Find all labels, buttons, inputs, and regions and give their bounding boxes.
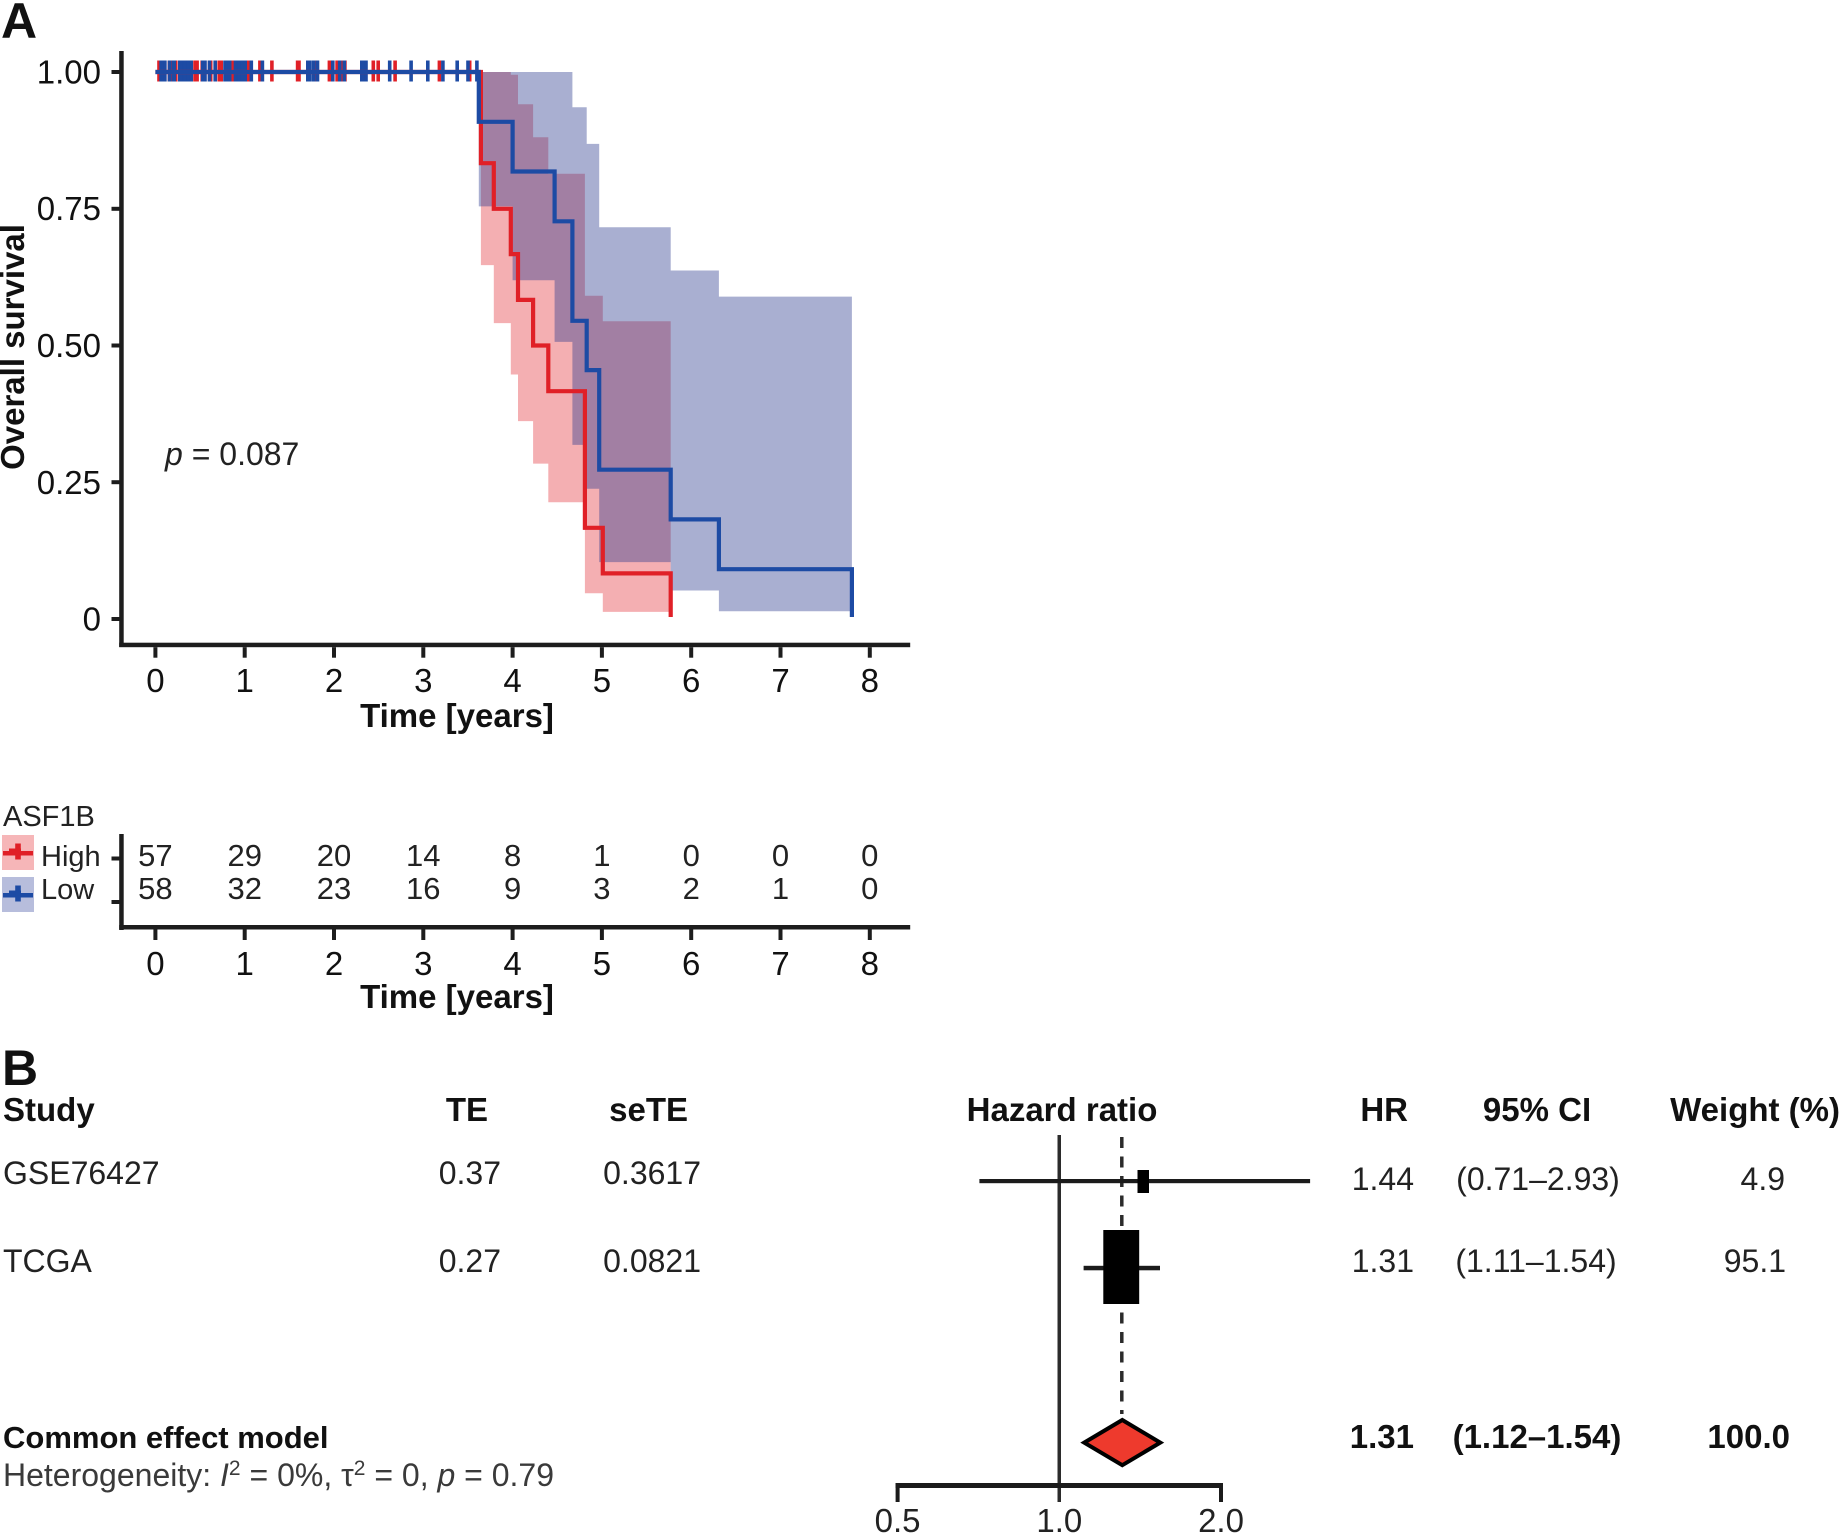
svg-text:0: 0	[861, 838, 878, 873]
svg-text:Overall survival: Overall survival	[0, 224, 31, 470]
svg-text:High: High	[41, 841, 101, 873]
svg-text:5: 5	[593, 945, 611, 982]
svg-text:(1.11–1.54): (1.11–1.54)	[1455, 1243, 1616, 1279]
svg-text:8: 8	[861, 945, 879, 982]
svg-text:1: 1	[593, 838, 610, 873]
svg-text:Study: Study	[3, 1091, 95, 1128]
svg-text:Hazard ratio: Hazard ratio	[967, 1091, 1158, 1128]
svg-text:Time [years]: Time [years]	[360, 978, 554, 1015]
svg-text:0.75: 0.75	[37, 190, 101, 227]
svg-text:7: 7	[771, 662, 789, 699]
svg-text:A: A	[1, 0, 37, 49]
svg-text:3: 3	[414, 945, 432, 982]
svg-text:Weight (%): Weight (%)	[1670, 1091, 1840, 1128]
svg-text:57: 57	[138, 838, 172, 873]
svg-text:5: 5	[593, 662, 611, 699]
svg-text:1: 1	[236, 945, 254, 982]
svg-text:4.9: 4.9	[1741, 1161, 1785, 1197]
svg-text:3: 3	[414, 662, 432, 699]
svg-text:Common effect model: Common effect model	[3, 1420, 329, 1455]
svg-text:0.25: 0.25	[37, 464, 101, 501]
svg-text:0: 0	[146, 945, 164, 982]
svg-text:2: 2	[325, 662, 343, 699]
svg-text:1.00: 1.00	[37, 54, 101, 91]
svg-text:29: 29	[227, 838, 261, 873]
svg-text:0.3617: 0.3617	[603, 1155, 701, 1191]
svg-text:0: 0	[772, 838, 789, 873]
svg-text:1.31: 1.31	[1352, 1243, 1414, 1279]
svg-text:2.0: 2.0	[1198, 1502, 1244, 1534]
svg-text:1: 1	[236, 662, 254, 699]
svg-text:4: 4	[503, 662, 521, 699]
svg-text:(0.71–2.93): (0.71–2.93)	[1456, 1161, 1620, 1197]
svg-text:(1.12–1.54): (1.12–1.54)	[1453, 1418, 1622, 1455]
svg-text:TE: TE	[446, 1091, 488, 1128]
svg-text:6: 6	[682, 662, 700, 699]
svg-text:0: 0	[861, 871, 878, 906]
svg-text:1.44: 1.44	[1352, 1161, 1414, 1197]
svg-text:0.5: 0.5	[875, 1502, 921, 1534]
svg-text:HR: HR	[1360, 1091, 1408, 1128]
svg-text:GSE76427: GSE76427	[3, 1155, 160, 1191]
svg-text:Low: Low	[41, 874, 95, 906]
svg-text:0.50: 0.50	[37, 327, 101, 364]
svg-text:0: 0	[146, 662, 164, 699]
svg-text:20: 20	[317, 838, 351, 873]
svg-text:0: 0	[683, 838, 700, 873]
svg-text:0: 0	[83, 601, 101, 638]
svg-text:4: 4	[503, 945, 521, 982]
svg-text:ASF1B: ASF1B	[3, 801, 95, 833]
svg-text:0.0821: 0.0821	[603, 1243, 701, 1279]
svg-text:1.31: 1.31	[1350, 1418, 1414, 1455]
svg-text:16: 16	[406, 871, 440, 906]
svg-text:8: 8	[504, 838, 521, 873]
svg-text:32: 32	[227, 871, 261, 906]
svg-text:0.27: 0.27	[439, 1243, 501, 1279]
svg-text:100.0: 100.0	[1707, 1418, 1790, 1455]
svg-text:seTE: seTE	[609, 1091, 688, 1128]
svg-text:1.0: 1.0	[1036, 1502, 1082, 1534]
svg-text:23: 23	[317, 871, 351, 906]
svg-text:58: 58	[138, 871, 172, 906]
svg-text:3: 3	[593, 871, 610, 906]
svg-text:9: 9	[504, 871, 521, 906]
svg-text:Time [years]: Time [years]	[360, 697, 554, 734]
svg-text:6: 6	[682, 945, 700, 982]
svg-text:7: 7	[771, 945, 789, 982]
svg-text:Heterogeneity: I2 = 0%, τ2 = 0: Heterogeneity: I2 = 0%, τ2 = 0, p = 0.79	[3, 1457, 554, 1493]
svg-text:95% CI: 95% CI	[1483, 1091, 1591, 1128]
svg-text:0.37: 0.37	[439, 1155, 501, 1191]
svg-text:2: 2	[683, 871, 700, 906]
svg-text:B: B	[2, 1040, 38, 1096]
svg-text:2: 2	[325, 945, 343, 982]
svg-text:14: 14	[406, 838, 440, 873]
svg-text:p = 0.087: p = 0.087	[164, 436, 299, 472]
svg-text:95.1: 95.1	[1724, 1243, 1786, 1279]
svg-text:8: 8	[861, 662, 879, 699]
svg-text:1: 1	[772, 871, 789, 906]
svg-text:TCGA: TCGA	[3, 1243, 93, 1279]
